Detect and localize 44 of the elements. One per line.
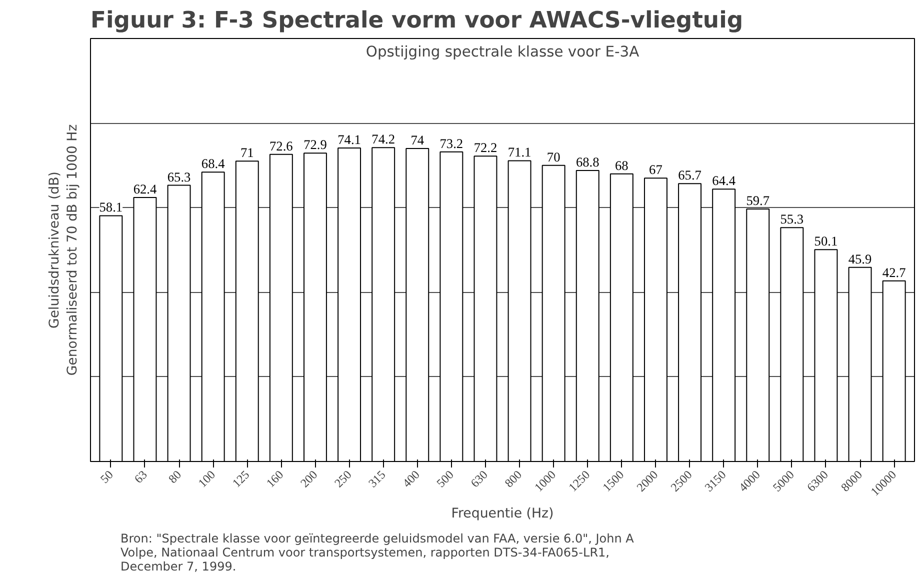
data-label: 45.9 <box>848 251 872 266</box>
x-tick-label: 250 <box>332 468 354 490</box>
data-label: 71 <box>240 145 254 160</box>
data-label: 65.7 <box>678 168 702 183</box>
y-axis-title: Geluidsdrukniveau (dB) Genormaliseerd tot 70 dB bij 1000 Hz <box>48 124 80 376</box>
data-label: 72.9 <box>304 137 328 152</box>
x-tick-label: 4000 <box>736 468 763 494</box>
data-label: 68.8 <box>576 154 600 170</box>
data-label: 64.4 <box>712 173 736 188</box>
data-label: 58.1 <box>99 200 123 215</box>
x-tick-label: 200 <box>298 468 320 490</box>
x-tick-label: 630 <box>468 468 490 490</box>
data-label: 74.2 <box>372 132 395 147</box>
x-tick-label: 63 <box>132 468 150 486</box>
x-tick-label: 50 <box>97 468 116 486</box>
data-label: 74 <box>410 132 424 148</box>
data-label: 50.1 <box>814 234 838 249</box>
x-tick-label: 125 <box>229 468 252 490</box>
data-label: 72.2 <box>474 140 498 156</box>
x-tick-label: 80 <box>166 468 184 486</box>
x-tick-label: 315 <box>366 468 388 490</box>
data-label: 70 <box>546 149 561 164</box>
data-label: 68.4 <box>201 156 226 172</box>
chart-title: Figuur 3: F-3 Spectrale vorm voor AWACS-vliegtuig <box>90 8 744 34</box>
x-tick-label: 6300 <box>804 468 831 494</box>
x-tick-label: 800 <box>502 468 524 490</box>
chart-subtitle: Opstijging spectrale klasse voor E-3A <box>366 44 640 60</box>
data-label: 67 <box>649 162 663 178</box>
data-label: 62.4 <box>133 182 157 197</box>
data-label: 74.1 <box>338 132 361 148</box>
data-label: 68 <box>615 158 629 173</box>
x-tick-label: 160 <box>263 468 286 490</box>
x-axis-title: Frequentie (Hz) <box>451 506 554 522</box>
x-tick-label: 100 <box>195 468 218 490</box>
x-tick-label: 400 <box>400 468 422 490</box>
data-label: 71.1 <box>508 144 532 160</box>
x-tick-label: 500 <box>434 468 456 490</box>
data-label: 73.2 <box>440 136 464 151</box>
data-label: 59.7 <box>746 192 770 208</box>
data-label: 55.3 <box>780 212 804 227</box>
data-label: 65.3 <box>167 169 192 184</box>
data-label: 72.6 <box>270 138 294 154</box>
data-label: 42.7 <box>882 264 906 280</box>
text: Bron: "Spectrale klasse voor geïntegreerde geluidsmodel van FAA, versie 6.0", John A Volpe, Nationaal Centrum voor transportsystemen, rapporten DTS-34-FA065-LR1, December 7, 1999. <box>120 532 635 574</box>
